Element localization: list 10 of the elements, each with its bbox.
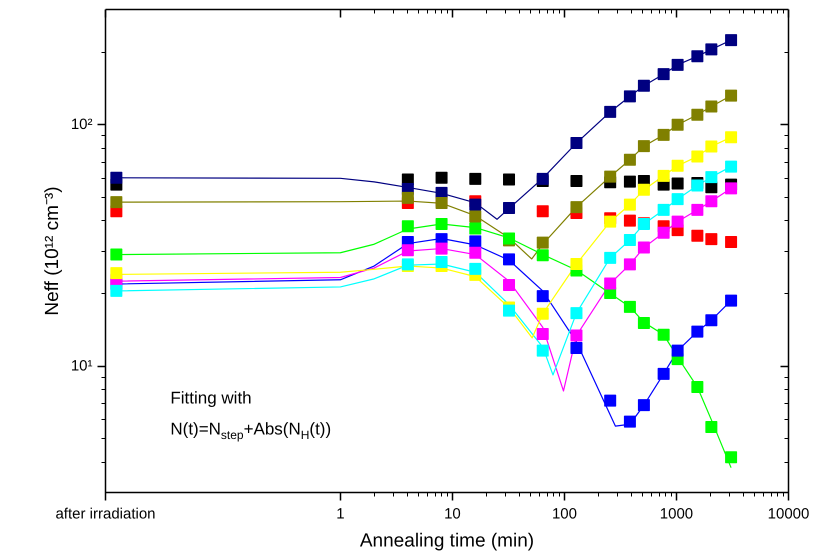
x-axis-title: Annealing time (min) — [360, 530, 534, 552]
y-tick-label: 10¹ — [70, 358, 93, 375]
x-tick-label: 100 — [552, 506, 577, 522]
x-tick-label: 1 — [336, 506, 345, 522]
y-axis-title: Neff (10¹² cm⁻³) — [42, 186, 63, 316]
x-tick-label: 10 — [444, 506, 461, 522]
x-tick-label: 1000 — [660, 506, 694, 522]
x-tick-label: after irradiation — [55, 506, 156, 522]
y-tick-label: 10² — [70, 116, 93, 134]
x-tick-label: 10000 — [768, 506, 810, 522]
